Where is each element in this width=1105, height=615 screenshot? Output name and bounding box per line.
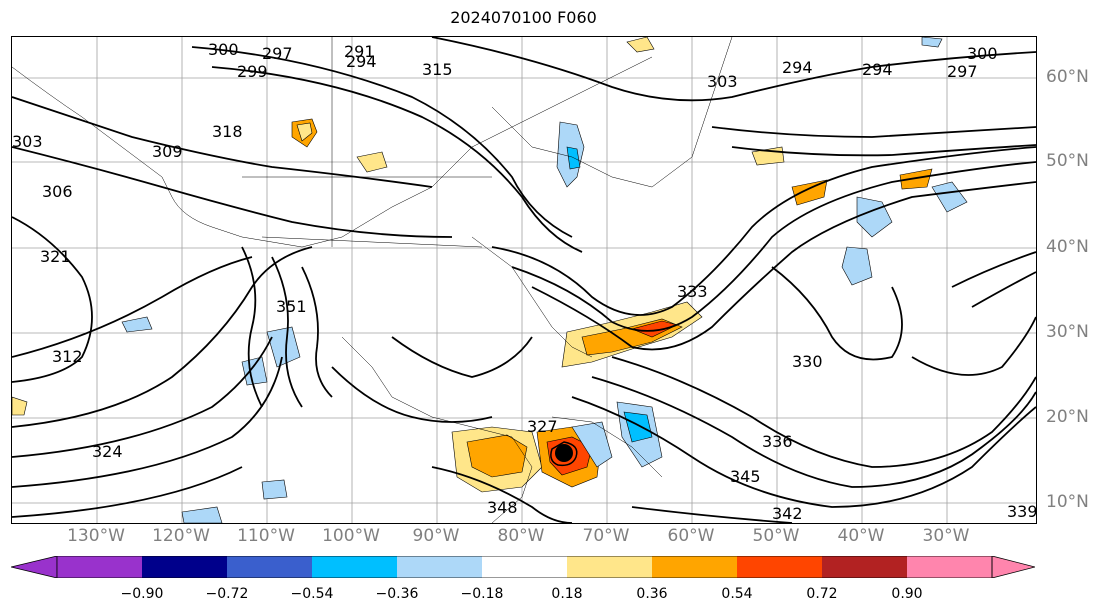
contour-label: 291 [344, 42, 375, 61]
storm-marker-icon [555, 444, 573, 462]
contour-label: 306 [42, 182, 73, 201]
colorbar-tick: 0.18 [551, 586, 583, 602]
lon-label: 50°W [752, 526, 800, 546]
map-panel: 300 297 291 294 315 299 303 306 309 318 … [11, 36, 1037, 524]
colorbar-tick: −0.90 [120, 586, 164, 602]
lon-label: 60°W [667, 526, 715, 546]
contour-label: 336 [762, 432, 793, 451]
contour-label: 300 [208, 40, 239, 59]
contour-label: 315 [422, 60, 453, 79]
contour-label: 312 [52, 347, 83, 366]
theta-contours [12, 37, 1036, 523]
contour-label: 294 [862, 60, 893, 79]
colorbar-tick: 0.90 [891, 586, 923, 602]
colorbar-tick: 0.36 [636, 586, 668, 602]
contour-label: 303 [12, 132, 43, 151]
contour-label: 324 [92, 442, 123, 461]
lon-label: 110°W [237, 526, 295, 546]
lat-label: 30°N [1046, 322, 1089, 342]
colorbar-tick: −0.54 [290, 586, 334, 602]
lat-label: 10°N [1046, 492, 1089, 512]
contour-label: 345 [730, 467, 761, 486]
colorbar-tick: −0.18 [460, 586, 504, 602]
lon-label: 90°W [412, 526, 460, 546]
contour-label: 300 [967, 44, 998, 63]
contour-label: 294 [782, 58, 813, 77]
contour-label: 321 [40, 247, 71, 266]
lon-label: 70°W [582, 526, 630, 546]
contour-label: 297 [947, 62, 978, 81]
contour-label: 299 [237, 62, 268, 81]
colorbar-tick: −0.72 [205, 586, 249, 602]
contour-label: 327 [527, 417, 558, 436]
lon-label: 30°W [922, 526, 970, 546]
lat-label: 40°N [1046, 237, 1089, 257]
lon-label: 130°W [67, 526, 125, 546]
contour-label: 297 [262, 44, 293, 63]
contour-label: 339 [1007, 502, 1036, 521]
lat-label: 20°N [1046, 407, 1089, 427]
contour-label: 351 [276, 297, 307, 316]
lon-label: 80°W [497, 526, 545, 546]
contour-label-layer: 300 297 291 294 315 299 303 306 309 318 … [12, 40, 1036, 523]
contour-label: 342 [772, 504, 803, 523]
contour-label: 303 [707, 72, 738, 91]
contour-label: 348 [487, 498, 518, 517]
colorbar [11, 556, 1035, 578]
colorbar-tick: −0.36 [375, 586, 419, 602]
lat-label: 60°N [1046, 67, 1089, 87]
coastlines [12, 37, 733, 523]
lon-label: 120°W [152, 526, 210, 546]
contour-label: 318 [212, 122, 243, 141]
contour-label: 294 [346, 52, 377, 71]
contour-label: 330 [792, 352, 823, 371]
colorbar-tick: 0.72 [806, 586, 838, 602]
lon-label: 40°W [837, 526, 885, 546]
map-canvas: 300 297 291 294 315 299 303 306 309 318 … [12, 37, 1036, 523]
lon-label: 100°W [322, 526, 380, 546]
shaded-patches [12, 37, 968, 523]
map-title: 2024070100 F060 [450, 8, 597, 27]
contour-label: 309 [152, 142, 183, 161]
colorbar-tick: 0.54 [721, 586, 753, 602]
contour-label: 333 [677, 282, 708, 301]
lat-label: 50°N [1046, 151, 1089, 171]
